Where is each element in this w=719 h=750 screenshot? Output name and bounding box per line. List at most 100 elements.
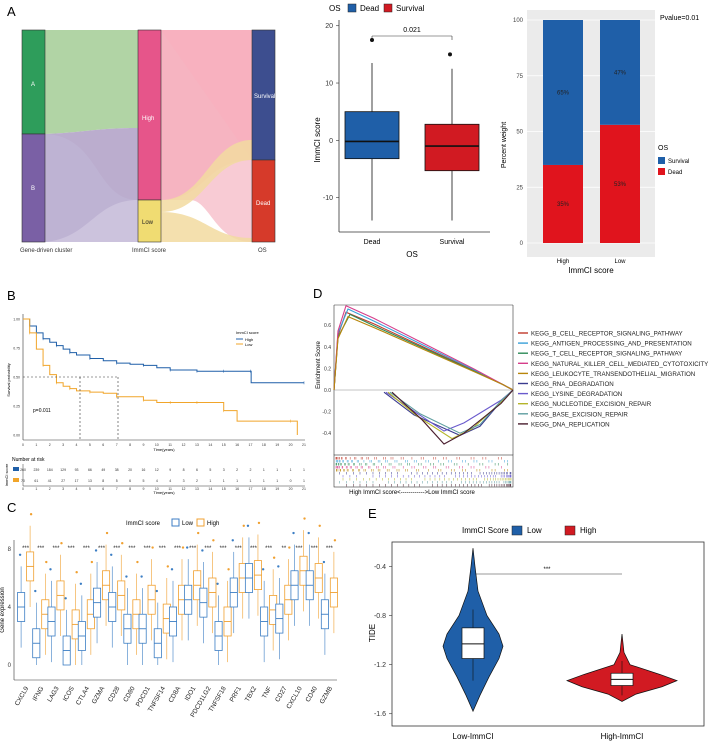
y-tick-label: -10 (323, 195, 333, 202)
legend-swatch-dead (347, 3, 357, 13)
gene-label-ifng: IFNG (32, 686, 46, 703)
risk-count-high: 1 (290, 468, 292, 472)
sig-label: *** (204, 546, 212, 552)
sankey-axis-os: OS (258, 248, 267, 254)
legend-label-2: KEGG_ANTIGEN_PROCESSING_AND_PRESENTATION (531, 341, 692, 348)
outlier-point (292, 531, 295, 535)
sig-label: *** (326, 546, 334, 552)
node-label-a: A (31, 82, 35, 88)
node-label-b: B (31, 186, 35, 192)
es-curve-9 (389, 389, 514, 434)
y-tick-label: 0.0 (324, 388, 331, 394)
node-score-high (137, 29, 162, 201)
flow-low-dead (161, 212, 252, 242)
risk-x-tick: 13 (195, 487, 199, 491)
outlier-point (246, 524, 250, 527)
risk-count-low: 2 (196, 479, 198, 483)
risk-count-low: 6 (129, 479, 131, 483)
x-tick-label: 16 (235, 443, 239, 447)
legend-swatch-high (564, 525, 576, 536)
risk-count-low: 1 (263, 479, 265, 483)
legend-swatch-dead (658, 168, 665, 175)
legend-label-6: KEGG_RNA_DEGRADATION (531, 381, 614, 388)
outlier-point (288, 546, 291, 549)
y-tick-label: 1.00 (13, 318, 20, 322)
outlier-point (155, 589, 159, 593)
gene-label-icos: ICOS (62, 685, 76, 703)
risk-x-tick: 20 (289, 487, 293, 491)
risk-count-high: 49 (101, 468, 105, 472)
gene-label-lag3: LAG3 (46, 685, 61, 703)
legend-label-1: KEGG_B_CELL_RECEPTOR_SIGNALING_PATHWAY (531, 331, 683, 338)
outlier-point (75, 571, 78, 574)
flow-a-high (45, 30, 138, 134)
plot-frame (391, 541, 705, 727)
x-tick-label: 6 (102, 443, 104, 447)
gene-label-tbx2: TBX2 (244, 685, 258, 703)
y-tick-label: 4 (8, 605, 12, 611)
y-tick-label: -1.2 (374, 662, 386, 669)
risk-x-tick: 4 (76, 487, 78, 491)
outlier-point (166, 565, 170, 568)
data-label-dead: 35% (557, 202, 570, 208)
risk-x-tick: 8 (129, 487, 131, 491)
outlier-point (64, 597, 67, 600)
outlier-point (448, 52, 452, 57)
x-tick-label: 21 (302, 443, 306, 447)
risk-table-title: Number at risk (12, 457, 45, 463)
x-tick-label: 17 (249, 443, 253, 447)
sankey-chart: A B High Low Survival Dead Gene-driven c… (20, 29, 275, 254)
legend-swatch-survival (658, 157, 665, 164)
outlier-point (45, 560, 48, 564)
sig-label: *** (235, 546, 243, 552)
stacked-bar-chart: 100 75 50 25 0 65% 35% 47% 53% Pvalue=0.01 OS S… (501, 10, 699, 275)
x-tick-low: Low (614, 259, 626, 265)
risk-x-tick: 6 (102, 487, 104, 491)
sig-label: *** (144, 546, 152, 552)
risk-x-tick: 3 (62, 487, 64, 491)
outlier-point (94, 549, 98, 552)
gene-expression-boxplot: ImmCI score Low High 8 4 0 Gene expression… (0, 513, 338, 719)
legend-label-3: KEGG_T_CELL_RECEPTOR_SIGNALING_PATHWAY (531, 351, 682, 358)
risk-x-tick: 21 (302, 487, 306, 491)
p-value: 0.021 (403, 27, 421, 34)
risk-count-high: 20 (128, 468, 132, 472)
legend-label-low: Low (182, 521, 194, 527)
x-tick-label: 15 (222, 443, 226, 447)
box-survival (424, 123, 480, 172)
sig-label: *** (296, 546, 304, 552)
gene-label-cd40: CD40 (305, 685, 320, 703)
outlier-point (125, 575, 128, 578)
risk-count-low: 5 (142, 479, 144, 483)
outlier-point (231, 539, 234, 542)
sig-label: *** (311, 546, 319, 552)
bar-dead-high (543, 164, 583, 243)
significance-label: *** (543, 567, 551, 573)
sig-label: *** (22, 546, 30, 552)
risk-count-low: 1 (209, 479, 211, 483)
outlier-point (318, 524, 321, 527)
x-tick-label: 2 (49, 443, 51, 447)
risk-count-high: 2 (236, 468, 238, 472)
node-label-survival: Survival (254, 94, 275, 100)
outlier-point (18, 553, 22, 556)
y-axis-label: Survival probability (6, 363, 11, 397)
node-label-high: High (142, 116, 154, 122)
risk-x-tick: 12 (182, 487, 186, 491)
outlier-point (201, 549, 204, 552)
es-curve-10 (391, 389, 514, 445)
risk-count-high: 260 (20, 468, 26, 472)
y-tick-label: 25 (516, 185, 523, 191)
outlier-point (90, 560, 94, 564)
risk-count-high: 3 (223, 468, 225, 472)
x-tick-label: 13 (195, 443, 199, 447)
x-tick-label: 5 (89, 443, 91, 447)
legend-label-survival: Survival (396, 4, 425, 13)
flow-low-survival (161, 140, 252, 212)
legend-label-8: KEGG_NUCLEOTIDE_EXCISION_REPAIR (531, 401, 652, 408)
y-tick-label: 0.4 (324, 345, 331, 351)
p-value-label: Pvalue=0.01 (660, 15, 699, 22)
x-tick-dead: Dead (364, 239, 381, 246)
bar-survival-low (600, 20, 640, 125)
